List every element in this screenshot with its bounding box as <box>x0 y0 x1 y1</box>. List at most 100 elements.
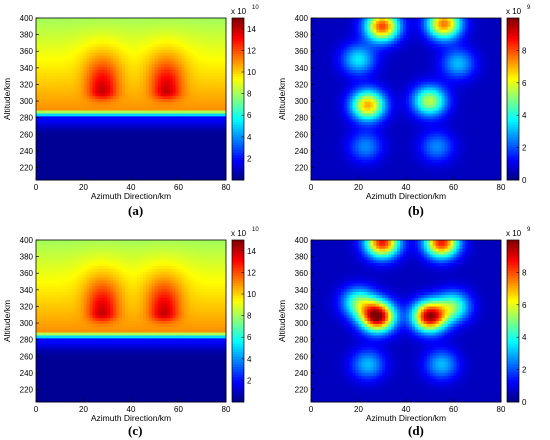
heatmap-cell <box>199 136 203 140</box>
heatmap-cell <box>65 165 70 169</box>
heatmap-cell <box>370 75 374 80</box>
heatmap-cell <box>187 148 191 152</box>
heatmap-cell <box>178 70 182 74</box>
heatmap-cell <box>65 168 70 172</box>
heatmap-cell <box>44 104 49 109</box>
heatmap-cell <box>187 46 191 51</box>
heatmap-cell <box>316 113 321 117</box>
heatmap-cell <box>50 52 55 56</box>
heatmap-cell <box>373 67 377 71</box>
heatmap-cell <box>220 70 224 74</box>
heatmap-cell <box>89 113 93 117</box>
heatmap-cell <box>136 122 141 126</box>
heatmap-cell <box>151 151 156 155</box>
heatmap-cell <box>172 64 176 68</box>
heatmap-cell <box>38 153 43 158</box>
heatmap-cell <box>104 61 108 65</box>
heatmap-cell <box>68 90 73 94</box>
heatmap-cell <box>319 133 324 137</box>
heatmap-cell <box>128 177 132 181</box>
heatmap-cell <box>181 127 185 132</box>
heatmap-cell <box>53 153 58 158</box>
heatmap-cell <box>163 38 168 42</box>
heatmap-cell <box>145 139 150 143</box>
heatmap-cell <box>119 171 123 175</box>
heatmap-cell <box>101 122 105 126</box>
heatmap-cell <box>220 90 224 94</box>
heatmap-cell <box>178 32 182 36</box>
heatmap-cell <box>196 104 200 109</box>
heatmap-cell <box>128 81 132 85</box>
heatmap-cell <box>101 99 105 103</box>
heatmap-cell <box>325 93 330 97</box>
heatmap-cell <box>334 139 339 143</box>
heatmap-cell <box>325 67 330 71</box>
heatmap-cell <box>202 174 206 178</box>
heatmap-cell <box>92 165 96 169</box>
heatmap-cell <box>56 168 61 172</box>
heatmap-cell <box>208 133 212 137</box>
heatmap-cell <box>59 133 64 137</box>
heatmap-cell <box>361 70 365 74</box>
heatmap-cell <box>220 81 224 85</box>
heatmap-cell <box>59 107 64 111</box>
heatmap-cell <box>110 136 114 140</box>
heatmap-cell <box>47 52 52 56</box>
heatmap-cell <box>107 165 111 169</box>
heatmap-cell <box>355 52 359 56</box>
heatmap-cell <box>373 87 377 91</box>
heatmap-cell <box>208 41 212 45</box>
heatmap-cell <box>104 90 108 94</box>
heatmap-cell <box>220 44 224 48</box>
heatmap-cell <box>151 174 156 178</box>
heatmap-cell <box>337 67 342 71</box>
heatmap-cell <box>172 46 176 51</box>
heatmap-cell <box>217 148 221 152</box>
heatmap-cell <box>80 75 84 80</box>
heatmap-cell <box>346 165 350 169</box>
heatmap-cell <box>104 93 108 97</box>
heatmap-cell <box>358 159 362 164</box>
heatmap-cell <box>331 159 336 164</box>
heatmap-cell <box>208 177 212 181</box>
heatmap-cell <box>160 49 165 54</box>
heatmap-cell <box>128 55 132 59</box>
heatmap-cell <box>74 96 78 100</box>
heatmap-cell <box>107 153 111 158</box>
heatmap-cell <box>311 177 315 181</box>
heatmap-cell <box>373 159 377 164</box>
heatmap-cell <box>68 110 73 114</box>
heatmap-cell <box>376 116 380 120</box>
heatmap-cell <box>352 165 356 169</box>
heatmap-cell <box>337 113 342 117</box>
heatmap-cell <box>172 110 176 114</box>
heatmap-cell <box>190 101 194 106</box>
heatmap-cell <box>122 90 126 94</box>
heatmap-cell <box>214 177 218 181</box>
heatmap-cell <box>113 153 117 158</box>
heatmap-cell <box>154 177 159 181</box>
heatmap-cell <box>116 18 120 22</box>
heatmap-cell <box>74 156 78 161</box>
heatmap-cell <box>331 61 336 65</box>
heatmap-cell <box>83 61 87 65</box>
heatmap-cell <box>316 44 321 48</box>
heatmap-cell <box>41 44 46 48</box>
heatmap-cell <box>169 55 173 59</box>
heatmap-cell <box>313 145 318 149</box>
heatmap-cell <box>119 177 123 181</box>
heatmap-cell <box>142 49 147 54</box>
heatmap-cell <box>53 116 58 120</box>
heatmap-cell <box>122 113 126 117</box>
heatmap-cell <box>328 87 333 91</box>
heatmap-cell <box>376 110 380 114</box>
heatmap-cell <box>193 162 197 166</box>
heatmap-cell <box>65 75 70 80</box>
heatmap-cell <box>322 130 327 135</box>
heatmap-cell <box>151 142 156 146</box>
heatmap-cell <box>101 136 105 140</box>
heatmap-cell <box>178 18 182 22</box>
heatmap-cell <box>352 148 356 152</box>
heatmap-cell <box>331 99 336 103</box>
heatmap-cell <box>205 153 209 158</box>
